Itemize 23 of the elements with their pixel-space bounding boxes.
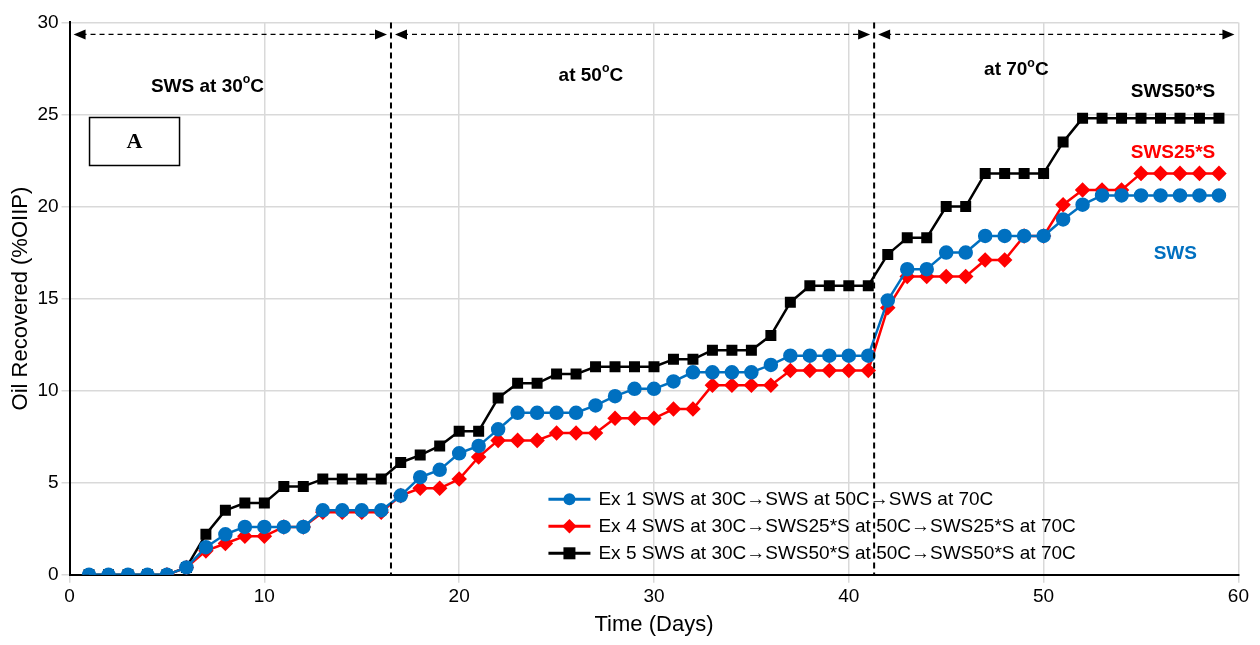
legend-label: Ex 4 SWS at 30C→SWS25*S at 50C→SWS25*S at 70C bbox=[598, 514, 1076, 536]
y-tick-label: 30 bbox=[37, 10, 59, 32]
x-tick-label: 20 bbox=[448, 585, 470, 607]
x-tick-label: 0 bbox=[64, 585, 75, 607]
annotation: SWS bbox=[1153, 241, 1197, 263]
annotation: SWS50*S bbox=[1130, 79, 1216, 101]
x-tick-label: 30 bbox=[643, 585, 665, 607]
x-tick-label: 40 bbox=[838, 585, 860, 607]
legend-label: Ex 1 SWS at 30C→SWS at 50C→SWS at 70C bbox=[598, 487, 994, 509]
y-tick-label: 15 bbox=[37, 286, 59, 308]
y-tick-label: 0 bbox=[47, 563, 59, 585]
y-axis-title: Oil Recovered (%OIIP) bbox=[7, 186, 33, 411]
x-tick-label: 60 bbox=[1227, 585, 1249, 607]
y-tick-label: 25 bbox=[37, 102, 59, 124]
annotation: A bbox=[126, 128, 143, 154]
y-tick-label: 10 bbox=[37, 378, 59, 400]
y-tick-label: 20 bbox=[37, 194, 59, 216]
x-tick-label: 10 bbox=[253, 585, 275, 607]
x-tick-label: 50 bbox=[1033, 585, 1055, 607]
annotation: SWS25*S bbox=[1130, 141, 1216, 162]
y-tick-label: 5 bbox=[47, 470, 59, 492]
legend-label: Ex 5 SWS at 30C→SWS50*S at 50C→SWS50*S at 70C bbox=[598, 541, 1076, 563]
x-axis-title: Time (Days) bbox=[594, 610, 714, 636]
